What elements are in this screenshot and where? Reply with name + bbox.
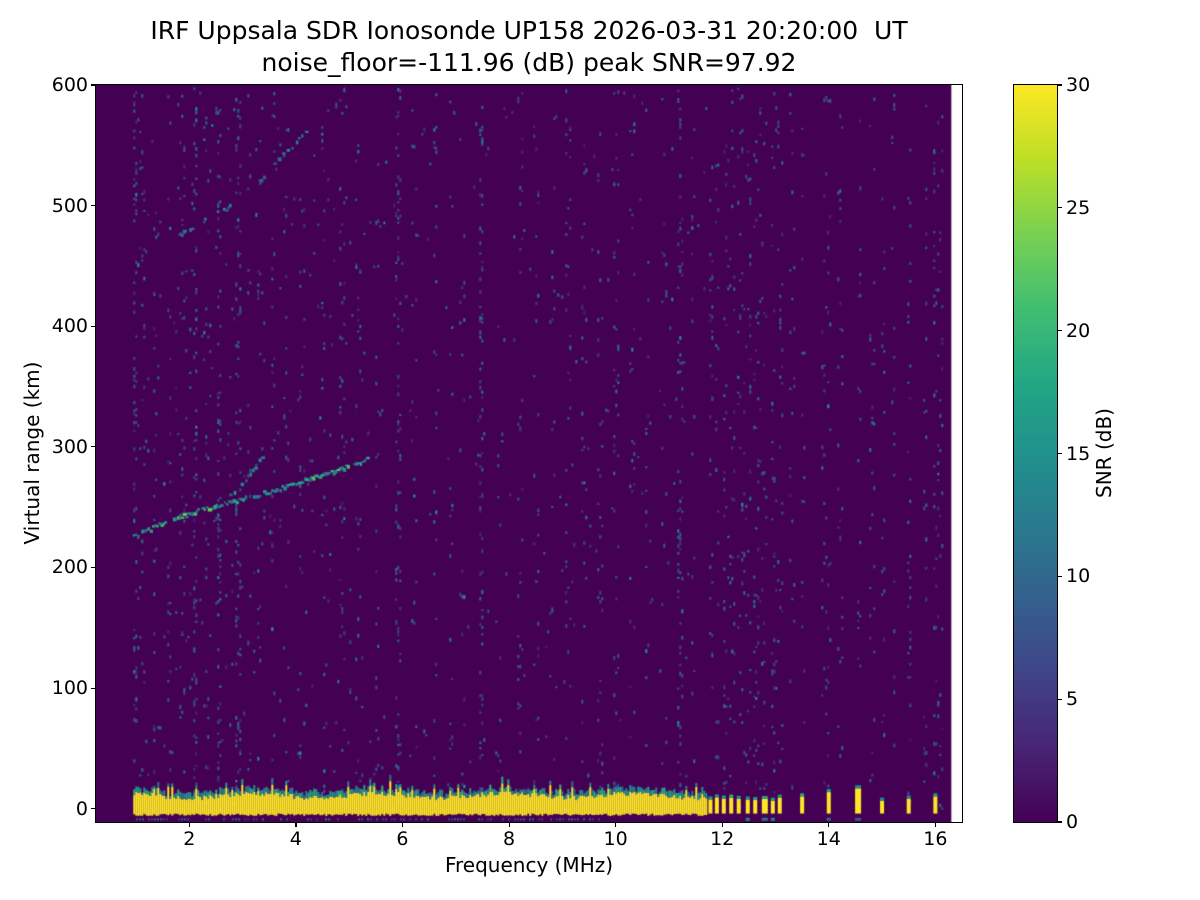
colorbar-tick-label: 15: [1066, 442, 1091, 465]
x-tick-label: 8: [502, 828, 516, 850]
colorbar-tick-mark: [1058, 698, 1062, 700]
colorbar-tick-label: 5: [1066, 688, 1079, 711]
y-tick-mark: [91, 205, 95, 207]
x-tick-label: 4: [289, 828, 302, 850]
y-tick-mark: [91, 325, 95, 327]
colorbar: [1013, 84, 1058, 823]
colorbar-tick-mark: [1058, 575, 1062, 577]
x-tick-mark: [401, 823, 404, 827]
x-tick-label: 12: [710, 828, 735, 850]
y-tick-label: 100: [51, 677, 88, 700]
colorbar-tick-label: 0: [1066, 811, 1079, 833]
y-tick-label: 200: [51, 556, 88, 579]
x-tick-label: 2: [183, 828, 196, 850]
x-tick-mark: [295, 823, 297, 827]
x-tick-label: 16: [923, 828, 948, 850]
x-tick-mark: [615, 823, 617, 827]
x-axis-label: Frequency (MHz): [444, 853, 614, 877]
colorbar-tick-mark: [1058, 821, 1062, 823]
x-tick-label: 10: [603, 828, 628, 850]
y-tick-label: 300: [51, 435, 88, 458]
colorbar-tick-mark: [1058, 207, 1062, 209]
x-tick-mark: [508, 823, 510, 827]
x-tick-mark: [934, 823, 937, 827]
y-tick-label: 600: [51, 74, 88, 96]
y-tick-mark: [91, 808, 95, 810]
colorbar-tick-label: 30: [1066, 74, 1091, 96]
colorbar-tick-label: 10: [1066, 565, 1091, 588]
colorbar-tick-mark: [1058, 330, 1062, 332]
y-tick-mark: [91, 566, 95, 569]
y-tick-label: 500: [51, 194, 88, 217]
ionogram-heatmap: [95, 84, 963, 823]
y-tick-mark: [91, 446, 95, 448]
chart-subtitle: noise_floor=-111.96 (dB) peak SNR=97.92: [261, 48, 797, 77]
x-tick-label: 14: [816, 828, 841, 850]
colorbar-tick-label: 25: [1066, 196, 1091, 219]
x-tick-mark: [188, 823, 190, 827]
colorbar-tick-label: 20: [1066, 319, 1091, 342]
colorbar-tick-mark: [1058, 452, 1062, 455]
y-tick-label: 400: [51, 315, 88, 338]
x-tick-mark: [721, 823, 723, 827]
chart-title: IRF Uppsala SDR Ionosonde UP158 2026-03-…: [150, 16, 908, 45]
y-tick-label: 0: [75, 797, 88, 820]
y-tick-mark: [91, 84, 95, 86]
colorbar-tick-mark: [1058, 84, 1062, 86]
x-tick-label: 6: [396, 828, 409, 850]
x-tick-mark: [828, 823, 830, 827]
y-tick-mark: [91, 687, 95, 689]
